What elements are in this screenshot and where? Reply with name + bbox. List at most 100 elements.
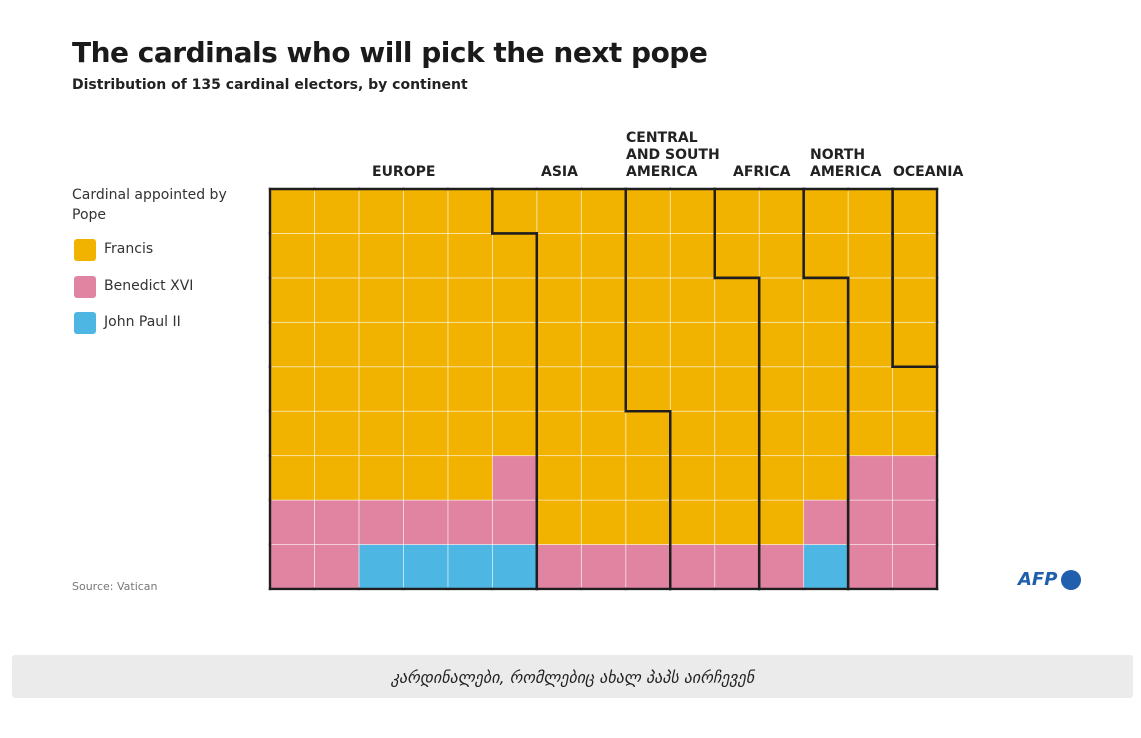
waffle-cell	[892, 321, 938, 368]
legend-swatch	[74, 312, 96, 334]
waffle-cell	[403, 321, 449, 368]
waffle-cell	[847, 233, 893, 279]
waffle-cell	[491, 499, 538, 545]
waffle-cell	[892, 499, 938, 545]
waffle-cell	[269, 233, 315, 279]
waffle-cell	[580, 544, 627, 590]
waffle-cell	[403, 366, 449, 412]
logo: AFP	[1018, 569, 1058, 590]
waffle-cell	[314, 499, 360, 545]
waffle-cell	[580, 321, 627, 368]
waffle-cell	[847, 277, 893, 323]
waffle-cell	[669, 321, 716, 368]
waffle-cell	[491, 188, 538, 234]
waffle-cell	[669, 410, 716, 457]
waffle-cell	[536, 455, 582, 501]
waffle-cell	[358, 410, 404, 457]
waffle-cell	[758, 410, 805, 457]
waffle-cell	[314, 277, 360, 323]
waffle-cell	[447, 233, 493, 279]
waffle-cell	[269, 455, 315, 501]
waffle-cell	[269, 321, 315, 368]
legend-label: John Paul II	[104, 314, 181, 330]
category-label: OCEANIA	[893, 164, 964, 180]
waffle-cell	[314, 366, 360, 412]
waffle-cell	[803, 233, 849, 279]
legend-title: Cardinal appointed by Pope	[72, 187, 227, 223]
waffle-cell	[314, 455, 360, 501]
waffle-cell	[625, 455, 671, 501]
waffle-cell	[580, 277, 627, 323]
waffle-cell	[491, 366, 538, 412]
waffle-cell	[580, 455, 627, 501]
waffle-cell	[892, 366, 938, 412]
waffle-cell	[892, 544, 938, 590]
waffle-cell	[847, 188, 893, 234]
waffle-cell	[491, 233, 538, 279]
waffle-cell	[580, 499, 627, 545]
waffle-cell	[447, 455, 493, 501]
waffle-cell	[892, 277, 938, 323]
waffle-cell	[358, 499, 404, 545]
waffle-cell	[447, 188, 493, 234]
waffle-cell	[847, 499, 893, 545]
waffle-cell	[714, 455, 760, 501]
waffle-cell	[447, 321, 493, 368]
waffle-cell	[403, 277, 449, 323]
waffle-cell	[536, 366, 582, 412]
waffle-cell	[847, 410, 893, 457]
waffle-cell	[358, 233, 404, 279]
waffle-cell	[580, 188, 627, 234]
waffle-cell	[447, 544, 493, 590]
waffle-cell	[892, 410, 938, 457]
waffle-cell	[714, 321, 760, 368]
waffle-cell	[758, 499, 805, 545]
waffle-cell	[803, 544, 849, 590]
waffle-cell	[403, 455, 449, 501]
waffle-cell	[669, 233, 716, 279]
waffle-cell	[447, 410, 493, 457]
waffle-cell	[536, 321, 582, 368]
waffle-cell	[269, 410, 315, 457]
waffle-cell	[491, 410, 538, 457]
waffle-cell	[669, 544, 716, 590]
waffle-cell	[580, 366, 627, 412]
waffle-cell	[803, 410, 849, 457]
legend-swatch	[74, 275, 96, 298]
legend-label: Benedict XVI	[104, 277, 194, 294]
waffle-cell	[714, 277, 760, 323]
waffle-cell	[491, 455, 538, 501]
waffle-cell	[758, 544, 805, 590]
waffle-cell	[269, 544, 315, 590]
waffle-cell	[314, 321, 360, 368]
waffle-cell	[491, 321, 538, 368]
waffle-cell	[758, 233, 805, 279]
waffle-cell	[536, 188, 582, 234]
waffle-cell	[803, 321, 849, 368]
waffle-cell	[403, 499, 449, 545]
waffle-cell	[714, 410, 760, 457]
waffle-cell	[447, 277, 493, 323]
waffle-cell	[892, 188, 938, 234]
waffle-cell	[314, 544, 360, 590]
waffle-cell	[625, 499, 671, 545]
source: Source: Vatican	[72, 580, 158, 593]
waffle-cell	[447, 366, 493, 412]
waffle-cell	[536, 233, 582, 279]
waffle-cell	[403, 410, 449, 457]
waffle-cell	[758, 277, 805, 323]
waffle-cell	[758, 455, 805, 501]
legend-swatch	[74, 239, 96, 261]
waffle-cell	[269, 366, 315, 412]
waffle-cell	[536, 544, 582, 590]
waffle-cell	[580, 410, 627, 457]
waffle-cell	[491, 544, 538, 590]
waffle-cell	[847, 455, 893, 501]
category-label: AFRICA	[733, 164, 791, 180]
waffle-cell	[669, 455, 716, 501]
waffle-cell	[669, 277, 716, 323]
waffle-cell	[625, 233, 671, 279]
waffle-cell	[758, 188, 805, 234]
waffle-cell	[803, 277, 849, 323]
waffle-cell	[536, 410, 582, 457]
